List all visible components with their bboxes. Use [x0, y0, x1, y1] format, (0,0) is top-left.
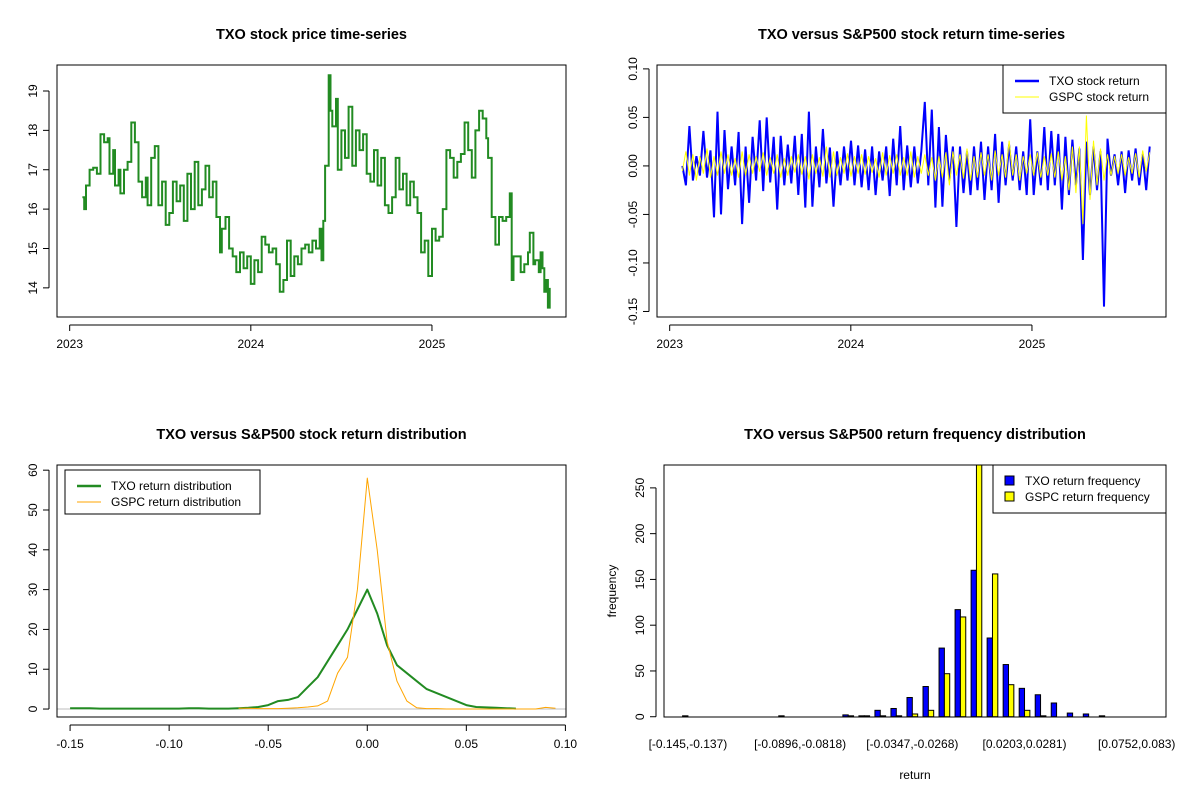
y-tick-label: 20	[26, 622, 40, 636]
legend-label: TXO return distribution	[111, 479, 232, 493]
y-tick-label: 17	[26, 163, 40, 177]
gspc-frequency-bar	[975, 465, 983, 717]
gspc-frequency-bar	[959, 616, 967, 717]
y-tick-label: -0.05	[626, 200, 640, 228]
txo-frequency-bar	[922, 686, 929, 717]
txo-frequency-bar	[1018, 687, 1026, 717]
gspc-frequency-bar	[1007, 684, 1015, 717]
price-chart: TXO stock price time-series 14 15 16 17 18 19 2…	[26, 27, 567, 351]
chart-title: TXO stock price time-series	[216, 27, 407, 43]
x-tick-label: 0.05	[455, 737, 479, 751]
legend-label: TXO return frequency	[1025, 474, 1140, 488]
y-tick-label: 15	[26, 241, 40, 255]
return-density-chart: TXO versus S&P500 stock return distribut…	[26, 427, 577, 751]
legend-swatch	[1004, 491, 1015, 502]
x-tick-label: 2023	[56, 337, 83, 351]
legend-label: TXO stock return	[1049, 74, 1140, 88]
x-tick-label: 2024	[237, 337, 264, 351]
y-tick-label: 60	[26, 463, 40, 477]
txo-frequency-bar	[1034, 694, 1042, 717]
y-tick-label: -0.15	[626, 297, 640, 325]
y-tick-label: 10	[26, 662, 40, 676]
y-tick-label: 0.10	[626, 57, 640, 81]
x-tick-label: 2024	[837, 337, 864, 351]
txo-frequency-bar	[890, 707, 897, 717]
x-tick-label: 0.10	[554, 737, 578, 751]
x-tick-label: -0.05	[255, 737, 283, 751]
y-tick-label: 18	[26, 123, 40, 137]
chart-title: TXO versus S&P500 return frequency distr…	[744, 427, 1086, 443]
txo-frequency-bar	[874, 709, 881, 717]
txo-frequency-bar	[1082, 713, 1090, 717]
return-timeseries-chart: TXO versus S&P500 stock return time-seri…	[626, 27, 1167, 351]
txo-frequency-bar	[970, 569, 977, 717]
y-tick-label: 250	[633, 478, 647, 498]
txo-density-line	[70, 588, 516, 710]
x-tick-label: 2023	[656, 337, 683, 351]
y-tick-label: 50	[26, 503, 40, 517]
x-tick-label: -0.15	[56, 737, 84, 751]
return-frequency-chart: TXO versus S&P500 return frequency distr…	[605, 427, 1175, 782]
x-axis-title: return	[899, 768, 930, 782]
txo-frequency-bar	[1002, 664, 1009, 717]
legend-label: GSPC return distribution	[111, 495, 241, 509]
plot-frame	[56, 464, 567, 718]
y-tick-label: -0.10	[626, 249, 640, 277]
txo-return-line	[681, 101, 1151, 307]
bin-label: [0.0752,0.083)	[1098, 737, 1175, 751]
gspc-frequency-bar	[1024, 709, 1031, 717]
gspc-frequency-bar	[991, 573, 999, 717]
y-tick-label: 200	[633, 523, 647, 543]
y-tick-label: 50	[633, 664, 647, 678]
y-axis-title: frequency	[605, 565, 619, 618]
gspc-density-line	[238, 477, 556, 710]
x-tick-label: -0.10	[155, 737, 183, 751]
y-tick-label: 0	[633, 713, 647, 720]
plot-frame	[56, 64, 567, 318]
y-tick-label: 30	[26, 583, 40, 597]
bin-label: [0.0203,0.0281)	[982, 737, 1066, 751]
price-series-line	[82, 74, 551, 309]
y-tick-label: 40	[26, 543, 40, 557]
x-tick-label: 0.00	[356, 737, 380, 751]
txo-frequency-bar	[842, 714, 849, 717]
gspc-return-line	[681, 115, 1151, 225]
plot-frame	[656, 64, 1167, 318]
bin-label: [-0.145,-0.137)	[649, 737, 728, 751]
gspc-frequency-bar	[911, 713, 919, 717]
legend-box	[992, 464, 1167, 514]
chart-title: TXO versus S&P500 stock return distribut…	[156, 427, 466, 443]
y-tick-label: 100	[633, 615, 647, 635]
txo-frequency-bar	[1066, 712, 1074, 717]
txo-frequency-bar	[1050, 702, 1058, 717]
y-tick-label: 16	[26, 202, 40, 216]
y-tick-label: 0.05	[626, 105, 640, 129]
chart-title: TXO versus S&P500 stock return time-seri…	[758, 27, 1065, 43]
txo-frequency-bar	[906, 697, 913, 717]
legend-label: GSPC return frequency	[1025, 490, 1150, 504]
bin-label: [-0.0347,-0.0268)	[866, 737, 958, 751]
bin-label: [-0.0896,-0.0818)	[754, 737, 846, 751]
gspc-frequency-bar	[943, 673, 951, 717]
y-tick-label: 0.00	[626, 154, 640, 178]
legend-swatch	[1004, 475, 1015, 486]
x-tick-label: 2025	[1019, 337, 1046, 351]
y-tick-label: 19	[26, 84, 40, 98]
plot-frame	[663, 464, 1167, 718]
txo-frequency-bar	[986, 637, 993, 717]
legend-box	[1002, 64, 1167, 114]
y-tick-label: 150	[633, 569, 647, 589]
txo-frequency-bar	[954, 609, 961, 717]
x-tick-label: 2025	[419, 337, 446, 351]
y-tick-label: 0	[26, 705, 40, 712]
legend-label: GSPC stock return	[1049, 90, 1149, 104]
y-tick-label: 14	[26, 281, 40, 295]
legend-box	[64, 469, 261, 515]
gspc-frequency-bar	[927, 709, 935, 717]
bars	[682, 465, 1106, 717]
txo-frequency-bar	[938, 647, 945, 717]
